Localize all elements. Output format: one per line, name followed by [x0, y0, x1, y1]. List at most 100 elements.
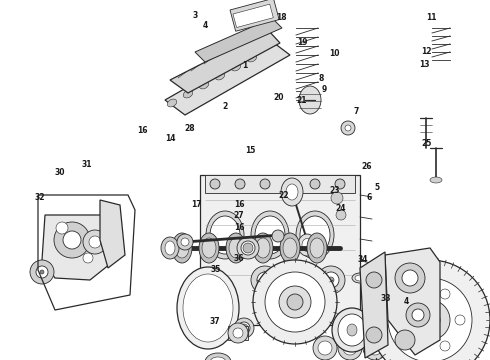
- Circle shape: [323, 272, 339, 288]
- Ellipse shape: [281, 178, 303, 206]
- Bar: [230, 0, 279, 31]
- Circle shape: [455, 315, 465, 325]
- Text: 19: 19: [297, 38, 308, 47]
- Polygon shape: [360, 252, 388, 358]
- Circle shape: [235, 179, 245, 189]
- Circle shape: [410, 341, 420, 351]
- Text: 5: 5: [375, 183, 380, 192]
- Ellipse shape: [338, 314, 366, 346]
- Polygon shape: [205, 175, 355, 193]
- Circle shape: [240, 324, 248, 332]
- Circle shape: [412, 309, 424, 321]
- Ellipse shape: [205, 353, 231, 360]
- Circle shape: [262, 277, 268, 283]
- Ellipse shape: [183, 90, 193, 98]
- Ellipse shape: [199, 81, 209, 89]
- Ellipse shape: [229, 238, 243, 258]
- Ellipse shape: [202, 238, 216, 258]
- Circle shape: [233, 328, 243, 338]
- Ellipse shape: [307, 233, 327, 263]
- Circle shape: [83, 253, 93, 263]
- Text: 13: 13: [419, 59, 430, 68]
- Circle shape: [54, 222, 90, 258]
- Circle shape: [317, 266, 345, 294]
- Ellipse shape: [347, 324, 357, 336]
- Text: 25: 25: [421, 139, 432, 148]
- Ellipse shape: [237, 237, 259, 259]
- Circle shape: [370, 260, 490, 360]
- Circle shape: [343, 341, 357, 355]
- Text: 27: 27: [234, 211, 245, 220]
- Circle shape: [395, 330, 415, 350]
- Text: 23: 23: [329, 186, 340, 194]
- Circle shape: [402, 270, 418, 286]
- Text: 16: 16: [234, 200, 245, 209]
- Ellipse shape: [283, 238, 297, 258]
- Text: 16: 16: [137, 126, 147, 135]
- Polygon shape: [195, 18, 282, 62]
- Polygon shape: [228, 326, 248, 340]
- Polygon shape: [165, 40, 290, 115]
- Circle shape: [272, 230, 284, 242]
- Text: 22: 22: [278, 191, 289, 199]
- Circle shape: [177, 234, 193, 250]
- Circle shape: [243, 243, 253, 253]
- Circle shape: [265, 272, 325, 332]
- Circle shape: [406, 303, 430, 327]
- Polygon shape: [100, 200, 125, 268]
- Ellipse shape: [206, 211, 244, 259]
- Text: 21: 21: [296, 96, 307, 105]
- Circle shape: [313, 336, 337, 360]
- Text: 4: 4: [404, 297, 409, 306]
- Circle shape: [285, 179, 295, 189]
- Circle shape: [40, 270, 44, 274]
- Ellipse shape: [299, 86, 321, 114]
- Circle shape: [366, 327, 382, 343]
- Text: 6: 6: [367, 193, 371, 202]
- Ellipse shape: [332, 308, 372, 352]
- Ellipse shape: [251, 211, 289, 259]
- Circle shape: [257, 272, 273, 288]
- Circle shape: [338, 336, 362, 360]
- Ellipse shape: [253, 233, 273, 263]
- Text: 11: 11: [426, 13, 437, 22]
- Ellipse shape: [183, 274, 233, 342]
- Text: 10: 10: [329, 49, 340, 58]
- Ellipse shape: [298, 234, 316, 256]
- Text: 32: 32: [35, 193, 46, 202]
- Ellipse shape: [352, 273, 368, 283]
- Ellipse shape: [161, 237, 179, 259]
- Circle shape: [440, 289, 450, 299]
- Text: 9: 9: [321, 85, 326, 94]
- Text: 8: 8: [318, 74, 323, 83]
- Ellipse shape: [226, 233, 246, 263]
- Text: 2: 2: [223, 102, 228, 111]
- Circle shape: [181, 238, 189, 246]
- Text: 34: 34: [357, 256, 368, 264]
- Text: 14: 14: [165, 134, 176, 143]
- Circle shape: [328, 277, 334, 283]
- Ellipse shape: [165, 241, 175, 255]
- Circle shape: [210, 179, 220, 189]
- Text: 30: 30: [54, 167, 65, 176]
- Ellipse shape: [167, 99, 177, 107]
- Circle shape: [440, 341, 450, 351]
- Text: 1: 1: [243, 61, 247, 70]
- Ellipse shape: [296, 211, 334, 259]
- Circle shape: [295, 266, 323, 294]
- Ellipse shape: [231, 63, 241, 71]
- Circle shape: [310, 179, 320, 189]
- Ellipse shape: [215, 72, 225, 80]
- Bar: [233, 4, 273, 27]
- Ellipse shape: [247, 54, 257, 62]
- Text: 31: 31: [82, 161, 93, 169]
- Text: 15: 15: [245, 146, 255, 155]
- Circle shape: [279, 286, 311, 318]
- Text: 12: 12: [421, 46, 432, 55]
- Circle shape: [395, 315, 405, 325]
- Text: 37: 37: [209, 317, 220, 325]
- Circle shape: [279, 272, 295, 288]
- Text: 28: 28: [185, 124, 196, 133]
- Circle shape: [260, 179, 270, 189]
- Circle shape: [228, 323, 248, 343]
